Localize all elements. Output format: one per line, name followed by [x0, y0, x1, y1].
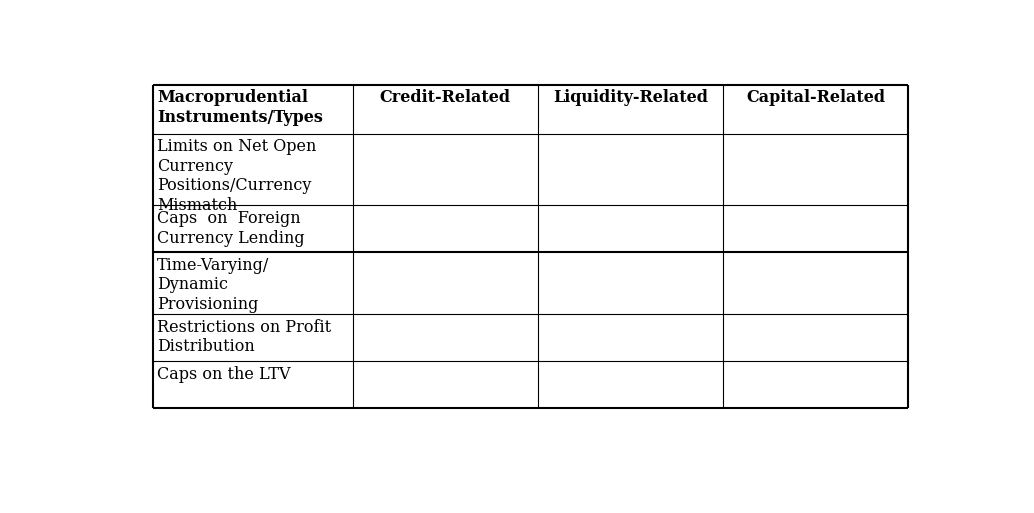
Text: Liquidity-Related: Liquidity-Related [553, 89, 708, 106]
Text: Time-Varying/
Dynamic
Provisioning: Time-Varying/ Dynamic Provisioning [157, 257, 270, 313]
Text: Macroprudential
Instruments/Types: Macroprudential Instruments/Types [157, 89, 323, 126]
Text: Capital-Related: Capital-Related [746, 89, 885, 106]
Text: Limits on Net Open
Currency
Positions/Currency
Mismatch: Limits on Net Open Currency Positions/Cu… [157, 138, 316, 214]
Text: Caps on the LTV: Caps on the LTV [157, 366, 291, 383]
Text: Caps  on  Foreign
Currency Lending: Caps on Foreign Currency Lending [157, 210, 305, 247]
Text: Credit-Related: Credit-Related [379, 89, 511, 106]
Text: Restrictions on Profit
Distribution: Restrictions on Profit Distribution [157, 319, 331, 356]
